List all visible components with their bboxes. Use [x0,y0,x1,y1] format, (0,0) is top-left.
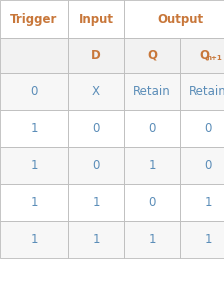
Text: Input: Input [78,13,114,25]
Text: 1: 1 [92,233,100,246]
Bar [180,110,224,147]
Text: 0: 0 [204,122,212,135]
Text: D: D [91,49,101,62]
Bar [68,110,124,147]
Text: 1: 1 [30,233,38,246]
Text: 1: 1 [30,122,38,135]
Bar [124,73,180,110]
Text: 1: 1 [30,196,38,209]
Text: 0: 0 [204,159,212,172]
Text: Output: Output [157,13,203,25]
Bar [0,73,68,110]
Bar [180,38,224,73]
Bar [0,221,68,258]
Bar [68,38,124,73]
Text: 0: 0 [148,122,156,135]
Bar [68,73,124,110]
Bar [68,221,124,258]
Text: 0: 0 [148,196,156,209]
Text: Retain: Retain [189,85,224,98]
Text: 1: 1 [92,196,100,209]
Text: 1: 1 [204,196,212,209]
Bar [124,0,224,38]
Text: X: X [92,85,100,98]
Bar [124,147,180,184]
Bar [124,184,180,221]
Text: n+1: n+1 [206,55,222,61]
Bar [0,38,68,73]
Text: 1: 1 [30,159,38,172]
Text: 0: 0 [92,122,100,135]
Bar [0,0,68,38]
Text: Q: Q [199,49,209,62]
Bar [180,73,224,110]
Bar [0,184,68,221]
Text: 0: 0 [30,85,38,98]
Bar [180,184,224,221]
Bar [124,110,180,147]
Text: 1: 1 [204,233,212,246]
Text: 1: 1 [148,159,156,172]
Bar [0,147,68,184]
Text: Retain: Retain [133,85,171,98]
Text: Trigger: Trigger [10,13,58,25]
Text: 1: 1 [148,233,156,246]
Text: Q: Q [147,49,157,62]
Bar [180,221,224,258]
Bar [0,110,68,147]
Text: 0: 0 [92,159,100,172]
Bar [180,147,224,184]
Bar [68,147,124,184]
Bar [68,184,124,221]
Bar [68,0,124,38]
Bar [124,221,180,258]
Bar [124,38,180,73]
